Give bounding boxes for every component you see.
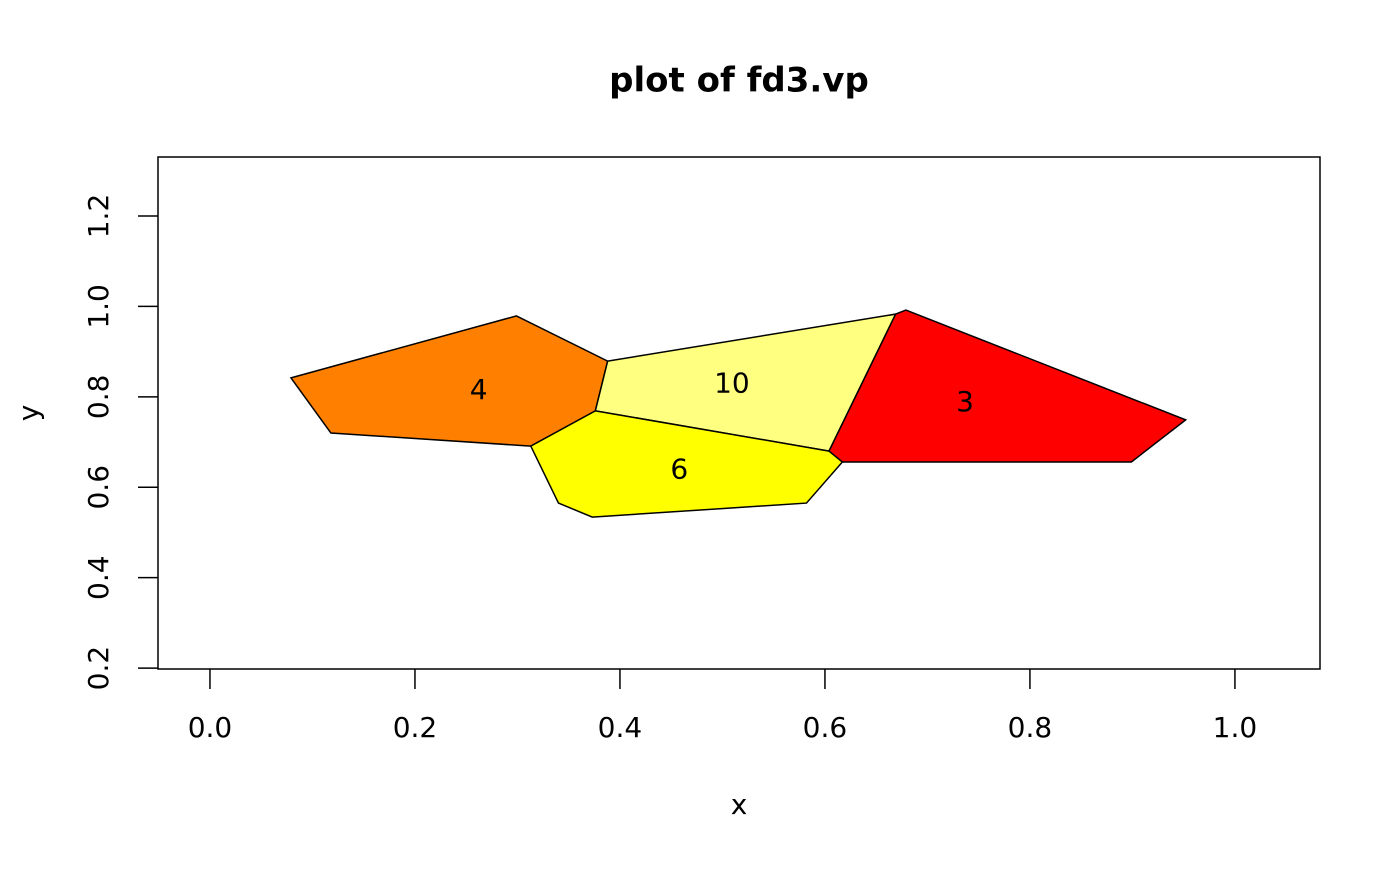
x-tick-label: 1.0 bbox=[1213, 711, 1258, 744]
x-tick-label: 0.2 bbox=[393, 711, 438, 744]
plot-frame bbox=[157, 156, 1321, 670]
region-label: 4 bbox=[470, 373, 488, 406]
region-label: 6 bbox=[670, 452, 688, 485]
region bbox=[828, 309, 1188, 463]
y-tick-label: 0.6 bbox=[82, 465, 115, 510]
region-label: 3 bbox=[956, 385, 974, 418]
y-axis-label: y bbox=[12, 405, 45, 422]
y-tick-label: 0.2 bbox=[82, 646, 115, 691]
y-tick-label: 0.8 bbox=[82, 375, 115, 420]
y-tick-label: 0.4 bbox=[82, 555, 115, 600]
y-tick-label: 1.2 bbox=[82, 194, 115, 239]
x-tick-label: 0.4 bbox=[598, 711, 643, 744]
chart-title: plot of fd3.vp bbox=[609, 61, 869, 101]
x-tick-label: 0.0 bbox=[188, 711, 233, 744]
y-tick-label: 1.0 bbox=[82, 284, 115, 329]
x-tick-label: 0.8 bbox=[1008, 711, 1053, 744]
region bbox=[289, 315, 609, 447]
x-axis-label: x bbox=[731, 788, 748, 821]
x-tick-label: 0.6 bbox=[803, 711, 848, 744]
region-label: 10 bbox=[714, 366, 750, 399]
